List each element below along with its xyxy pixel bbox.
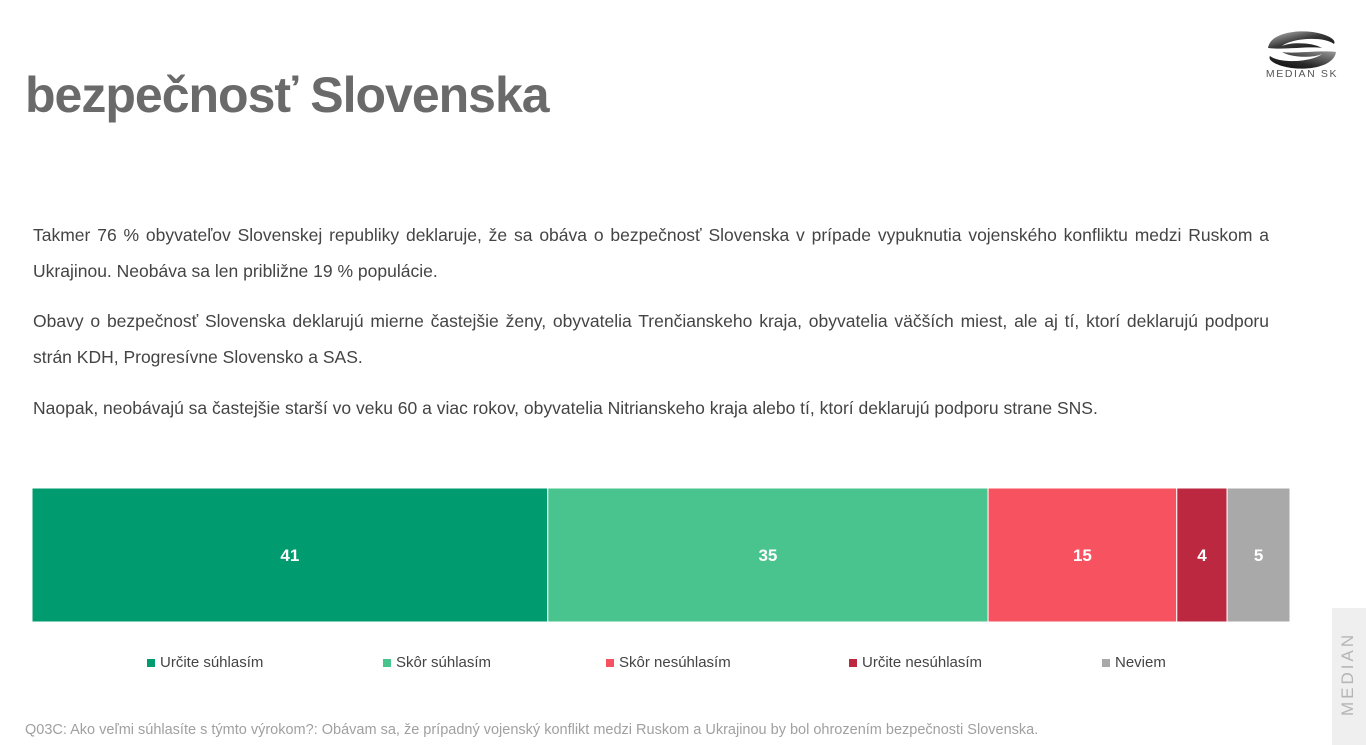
- legend-label: Určite nesúhlasím: [862, 654, 983, 671]
- side-panel: [1332, 608, 1366, 745]
- page-title: bezpečnosť Slovenska: [25, 67, 550, 123]
- bar-data-label-4: 4: [1197, 546, 1207, 565]
- chart-legend: Určite súhlasím Skôr súhlasím Skôr nesúh…: [0, 654, 1366, 674]
- legend-item-urcite-suhlasim: Určite súhlasím: [147, 654, 263, 671]
- legend-label: Neviem: [1115, 654, 1166, 671]
- median-logo-icon: [1268, 31, 1336, 69]
- question-footnote: Q03C: Ako veľmi súhlasíte s týmto výroko…: [25, 722, 1039, 738]
- legend-swatch: [606, 658, 614, 667]
- bar-segment-5: [1226, 488, 1290, 622]
- legend-item-skor-nesuhlasim: Skôr nesúhlasím: [606, 654, 731, 671]
- bar-data-label-3: 15: [1073, 546, 1092, 565]
- bar-segment-2: [547, 488, 989, 622]
- legend-item-urcite-nesuhlasim: Určite nesúhlasím: [849, 654, 982, 671]
- paragraph-concerned-groups: Obavy o bezpečnosť Slovenska deklarujú m…: [33, 311, 1269, 367]
- bar-data-label-1: 41: [280, 546, 299, 565]
- legend-swatch: [147, 658, 155, 667]
- legend-label: Určite súhlasím: [160, 654, 264, 671]
- legend-swatch: [849, 658, 857, 667]
- bar-data-label-2: 35: [758, 546, 777, 565]
- legend-label: Skôr nesúhlasím: [619, 654, 731, 671]
- bar-segment-4: [1176, 488, 1228, 622]
- legend-item-neviem: Neviem: [1102, 654, 1166, 671]
- paragraph-unconcerned-groups: Naopak, neobávajú sa častejšie starší vo…: [33, 398, 1098, 418]
- legend-swatch: [1102, 658, 1110, 667]
- legend-label: Skôr súhlasím: [396, 654, 492, 671]
- stacked-bar-chart: 41 35 15 4 5: [32, 488, 1290, 622]
- logo-text: MEDIAN SK: [1265, 68, 1339, 80]
- paragraph-summary: Takmer 76 % obyvateľov Slovenskej republ…: [33, 225, 1269, 281]
- legend-swatch: [383, 658, 391, 667]
- side-brand-label: MEDIAN: [1338, 631, 1357, 716]
- bar-data-label-5: 5: [1254, 546, 1263, 565]
- legend-item-skor-suhlasim: Skôr súhlasím: [383, 654, 491, 671]
